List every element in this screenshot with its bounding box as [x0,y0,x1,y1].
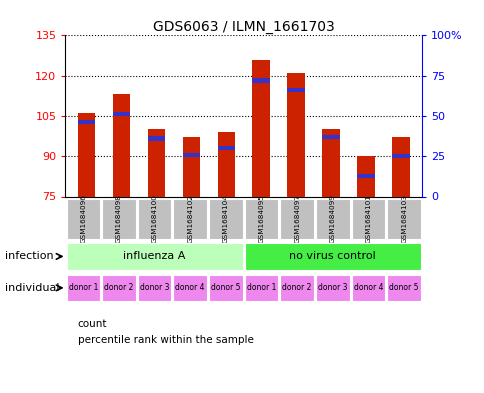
Text: donor 4: donor 4 [353,283,382,292]
Text: GSM1684103: GSM1684103 [400,194,406,243]
Bar [252,59,270,196]
Text: no virus control: no virus control [289,251,376,261]
Bar [173,199,207,239]
Bar [351,199,384,239]
Bar [322,135,339,139]
Bar [316,275,349,301]
Bar [287,73,304,196]
Bar [357,156,374,196]
Text: GSM1684095: GSM1684095 [258,194,264,243]
Bar [280,275,313,301]
Bar [182,152,199,157]
Text: donor 4: donor 4 [175,283,205,292]
Bar [357,174,374,178]
Bar [112,94,130,196]
Bar [147,136,165,141]
Bar [173,275,207,301]
Bar [209,199,242,239]
Bar [392,154,409,158]
Text: GSM1684100: GSM1684100 [151,194,157,243]
Bar [102,199,136,239]
Text: donor 5: donor 5 [389,283,418,292]
Text: GSM1684099: GSM1684099 [329,194,335,243]
Bar [387,199,420,239]
Bar [244,275,278,301]
Text: GSM1684097: GSM1684097 [294,194,300,243]
Text: percentile rank within the sample: percentile rank within the sample [77,335,253,345]
Text: GSM1684104: GSM1684104 [223,194,228,243]
Bar [387,275,420,301]
Bar [316,199,349,239]
Text: GSM1684102: GSM1684102 [187,194,193,243]
Text: GSM1684101: GSM1684101 [365,194,371,243]
Text: donor 3: donor 3 [318,283,347,292]
Bar [147,129,165,196]
Bar [244,243,420,270]
Bar [209,275,242,301]
Bar [217,146,234,150]
Text: donor 5: donor 5 [211,283,240,292]
Bar [66,275,100,301]
Bar [351,275,384,301]
Bar [182,138,199,196]
Text: infection: infection [5,252,53,261]
Bar [102,275,136,301]
Text: donor 3: donor 3 [139,283,169,292]
Bar [77,120,95,125]
Text: count: count [77,319,107,329]
Text: influenza A: influenza A [123,251,185,261]
Text: donor 1: donor 1 [68,283,98,292]
Title: GDS6063 / ILMN_1661703: GDS6063 / ILMN_1661703 [152,20,334,34]
Bar [112,112,130,116]
Bar [287,88,304,92]
Bar [137,275,171,301]
Text: individual: individual [5,283,59,293]
Text: donor 2: donor 2 [104,283,134,292]
Bar [252,79,270,83]
Bar [66,243,242,270]
Bar [217,132,234,196]
Bar [392,138,409,196]
Text: donor 1: donor 1 [246,283,276,292]
Bar [244,199,278,239]
Text: donor 2: donor 2 [282,283,311,292]
Bar [322,129,339,196]
Text: GSM1684096: GSM1684096 [80,194,86,243]
Text: GSM1684098: GSM1684098 [116,194,121,243]
Bar [77,113,95,196]
Bar [66,199,100,239]
Bar [280,199,313,239]
Bar [137,199,171,239]
